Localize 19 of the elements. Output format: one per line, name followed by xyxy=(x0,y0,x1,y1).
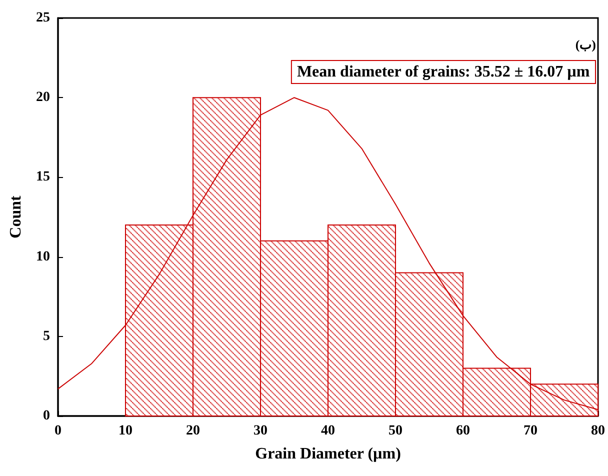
x-tick-label: 50 xyxy=(388,424,402,438)
x-tick-label: 60 xyxy=(456,424,470,438)
y-tick-label: 15 xyxy=(36,170,50,185)
x-tick-label: 10 xyxy=(118,424,132,438)
x-tick-label: 70 xyxy=(524,424,538,438)
x-tick-label: 0 xyxy=(54,424,62,438)
annotation: Mean diameter of grains: 35.52 ± 16.07 µm xyxy=(296,64,590,80)
y-tick-label: 5 xyxy=(43,328,50,344)
y-tick-label: 0 xyxy=(43,408,50,424)
y-tick-label: 20 xyxy=(36,90,50,106)
y-tick-label: 25 xyxy=(36,10,50,26)
x-tick-label: 30 xyxy=(254,424,268,438)
x-tick-label: 20 xyxy=(186,424,200,438)
x-tick-label: 40 xyxy=(321,424,335,438)
y-tick-label: 10 xyxy=(36,249,50,264)
y-axis-title: Count xyxy=(8,194,24,238)
annotation: (ب) xyxy=(575,37,596,52)
x-tick-label: 80 xyxy=(591,424,605,438)
x-axis-title: Grain Diameter (µm) xyxy=(255,446,401,462)
